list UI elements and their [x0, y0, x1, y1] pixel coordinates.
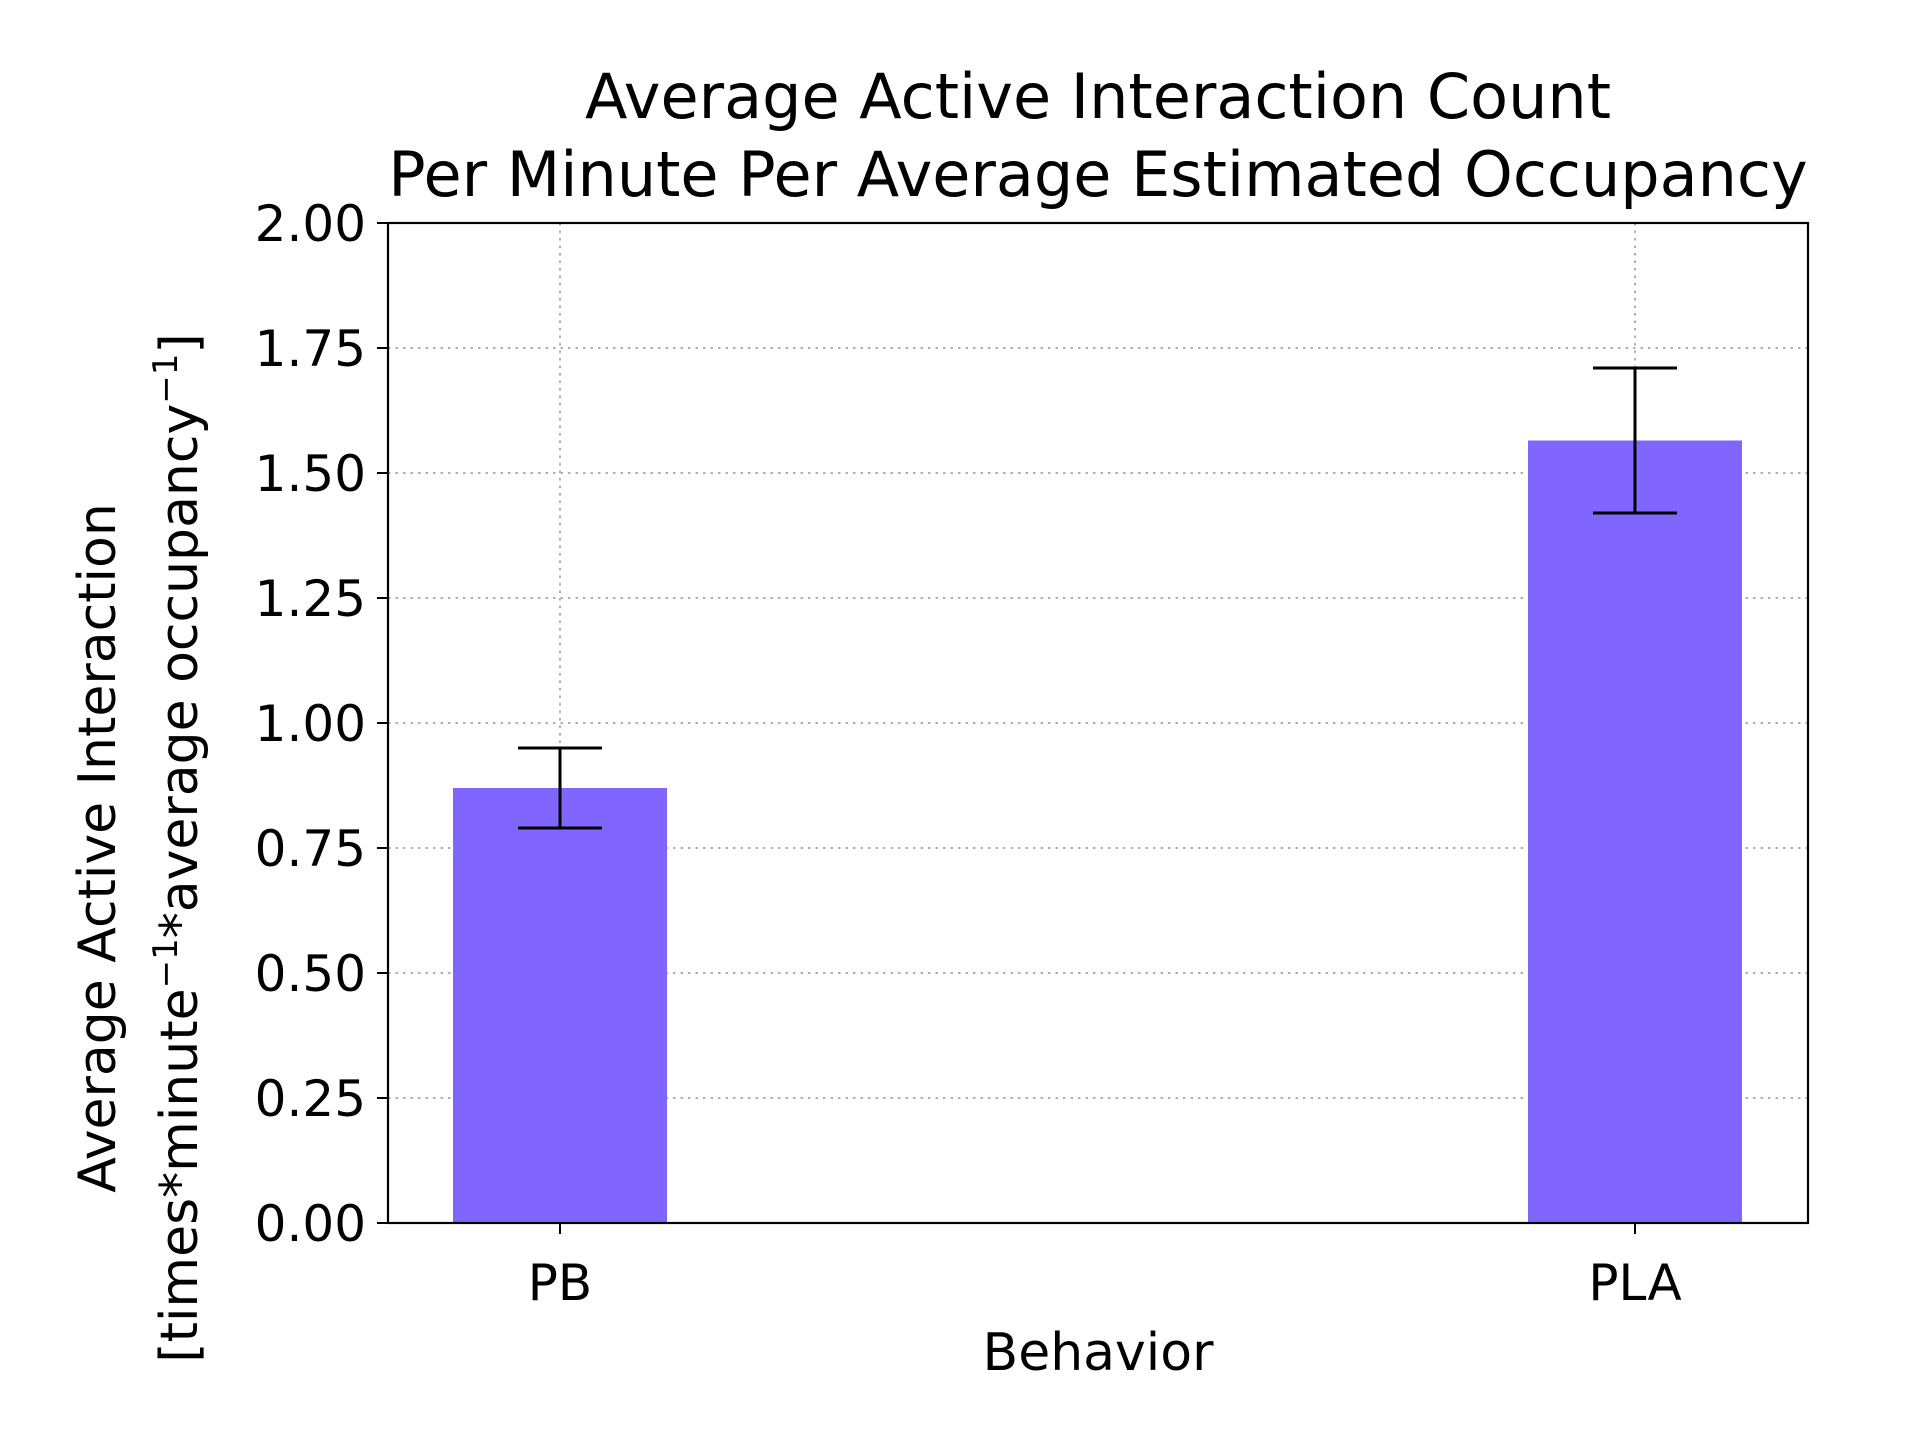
- bar-pb: [453, 788, 667, 1223]
- bar-layer: [453, 440, 1742, 1223]
- y-axis-label-part-3: ]: [150, 333, 210, 353]
- y-axis-label-line2: [times*minute−1*average occupancy−1]: [146, 333, 210, 1362]
- y-axis-label-part-1: [times*minute: [150, 988, 210, 1362]
- y-tick-label: 0.00: [255, 1195, 366, 1253]
- error-bar-layer: [518, 366, 1677, 830]
- y-tick-label: 1.00: [255, 695, 366, 753]
- y-tick-label: 0.75: [255, 820, 366, 878]
- y-tick-label: 0.50: [255, 945, 366, 1003]
- y-tick-label: 1.50: [255, 445, 366, 503]
- y-axis-label-part-2: *average occupancy: [150, 404, 210, 939]
- y-tick-label: 0.25: [255, 1070, 366, 1128]
- x-axis-label: Behavior: [983, 1323, 1215, 1383]
- y-axis-label-superscript-1: −1: [146, 938, 186, 988]
- chart-title-line1: Average Active Interaction Count: [585, 60, 1611, 133]
- y-tick-label: 1.25: [255, 570, 366, 628]
- y-tick-label: 2.00: [255, 195, 366, 253]
- x-tick-label-pb: PB: [528, 1254, 592, 1312]
- y-axis-label-line1: Average Active Interaction: [68, 503, 128, 1193]
- x-tick-label-pla: PLA: [1588, 1254, 1681, 1312]
- y-tick-label: 1.75: [255, 320, 366, 378]
- y-axis-label-superscript-2: −1: [146, 354, 186, 404]
- bar-pla: [1528, 440, 1742, 1223]
- chart-title-line2: Per Minute Per Average Estimated Occupan…: [388, 138, 1807, 211]
- tick-layer: 0.00 0.25 0.50 0.75 1.00 1.25 1.50 1.75 2.00 PB PL…: [255, 195, 1682, 1312]
